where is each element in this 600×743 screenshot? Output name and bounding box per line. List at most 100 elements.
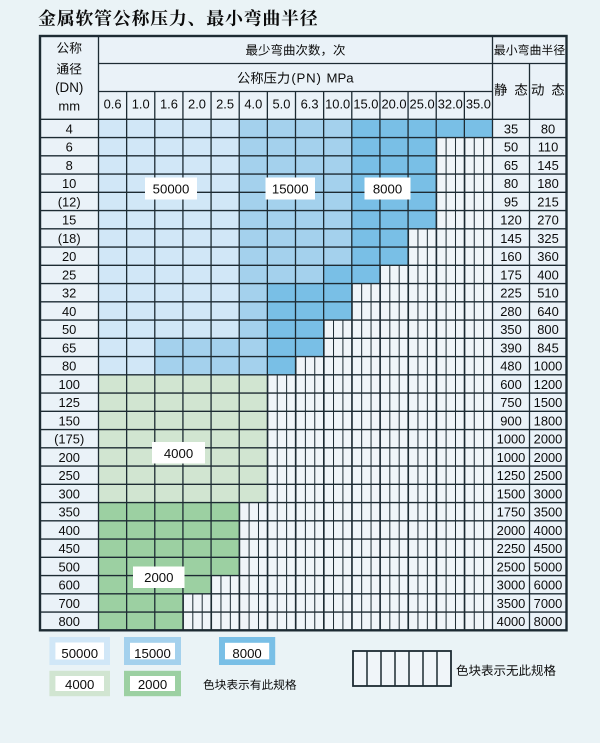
svg-text:2500: 2500	[534, 468, 563, 483]
svg-text:350: 350	[500, 322, 522, 337]
svg-text:4000: 4000	[65, 677, 94, 692]
svg-text:80: 80	[62, 359, 76, 374]
svg-text:(12): (12)	[58, 194, 81, 209]
svg-text:400: 400	[58, 523, 80, 538]
svg-text:300: 300	[58, 486, 80, 501]
svg-text:1800: 1800	[534, 413, 563, 428]
svg-text:2.5: 2.5	[216, 96, 234, 111]
svg-text:mm: mm	[58, 99, 80, 114]
svg-text:MPa: MPa	[327, 71, 355, 86]
svg-text:10: 10	[62, 176, 76, 191]
svg-text:510: 510	[537, 286, 559, 301]
svg-text:4.0: 4.0	[244, 96, 262, 111]
svg-text:5000: 5000	[534, 559, 563, 574]
svg-text:325: 325	[537, 231, 559, 246]
svg-text:8000: 8000	[534, 614, 563, 629]
svg-text:125: 125	[58, 395, 80, 410]
svg-text:32: 32	[62, 286, 76, 301]
svg-text:40: 40	[62, 304, 76, 319]
svg-text:7000: 7000	[534, 596, 563, 611]
svg-text:480: 480	[500, 359, 522, 374]
svg-text:4: 4	[66, 121, 73, 136]
svg-text:1750: 1750	[497, 505, 526, 520]
svg-text:(18): (18)	[58, 231, 81, 246]
svg-text:0.6: 0.6	[104, 96, 122, 111]
svg-text:3500: 3500	[497, 596, 526, 611]
svg-text:700: 700	[58, 596, 80, 611]
svg-text:110: 110	[538, 140, 559, 155]
svg-text:2500: 2500	[497, 559, 526, 574]
svg-text:1000: 1000	[497, 450, 526, 465]
svg-text:32.0: 32.0	[438, 96, 463, 111]
svg-text:450: 450	[58, 541, 80, 556]
svg-text:215: 215	[537, 194, 559, 209]
svg-text:500: 500	[58, 559, 80, 574]
svg-text:600: 600	[58, 578, 80, 593]
svg-text:15: 15	[62, 213, 76, 228]
svg-text:(175): (175)	[54, 432, 84, 447]
svg-text:350: 350	[58, 505, 80, 520]
svg-text:145: 145	[500, 231, 522, 246]
svg-text:160: 160	[500, 249, 522, 264]
svg-text:225: 225	[500, 286, 522, 301]
svg-text:(DN): (DN)	[55, 80, 83, 95]
svg-text:4000: 4000	[164, 446, 193, 461]
svg-text:80: 80	[541, 121, 555, 136]
svg-text:180: 180	[537, 176, 559, 191]
svg-text:800: 800	[537, 322, 559, 337]
svg-text:95: 95	[504, 194, 518, 209]
svg-text:1.6: 1.6	[160, 96, 178, 111]
svg-text:250: 250	[58, 468, 80, 483]
svg-text:270: 270	[537, 213, 559, 228]
svg-text:3000: 3000	[534, 486, 563, 501]
svg-text:4500: 4500	[534, 541, 563, 556]
svg-text:1500: 1500	[497, 486, 526, 501]
svg-text:640: 640	[537, 304, 559, 319]
svg-text:20.0: 20.0	[381, 96, 406, 111]
svg-text:1500: 1500	[534, 395, 563, 410]
svg-text:845: 845	[537, 340, 559, 355]
svg-text:50000: 50000	[153, 182, 190, 197]
svg-text:360: 360	[537, 249, 559, 264]
svg-text:1.0: 1.0	[132, 96, 150, 111]
svg-text:25.0: 25.0	[410, 96, 435, 111]
svg-text:65: 65	[62, 340, 76, 355]
svg-text:2000: 2000	[534, 450, 563, 465]
svg-text:1000: 1000	[534, 359, 563, 374]
svg-text:390: 390	[500, 340, 522, 355]
svg-text:15.0: 15.0	[353, 96, 378, 111]
svg-text:145: 145	[537, 158, 559, 173]
svg-text:2000: 2000	[138, 677, 167, 692]
svg-text:2000: 2000	[534, 432, 563, 447]
svg-text:3000: 3000	[497, 578, 526, 593]
svg-text:2000: 2000	[144, 570, 173, 585]
svg-text:65: 65	[504, 158, 518, 173]
svg-text:6: 6	[66, 140, 73, 155]
svg-text:4000: 4000	[534, 523, 563, 538]
svg-text:80: 80	[504, 176, 518, 191]
svg-text:20: 20	[62, 249, 76, 264]
svg-text:2.0: 2.0	[188, 96, 206, 111]
svg-text:50000: 50000	[61, 646, 98, 661]
svg-text:25: 25	[62, 267, 76, 282]
svg-text:6.3: 6.3	[301, 96, 319, 111]
svg-text:1200: 1200	[534, 377, 563, 392]
svg-text:280: 280	[500, 304, 522, 319]
svg-text:15000: 15000	[134, 646, 171, 661]
svg-text:1000: 1000	[497, 432, 526, 447]
svg-text:2250: 2250	[497, 541, 526, 556]
svg-text:175: 175	[500, 267, 522, 282]
svg-text:750: 750	[500, 395, 522, 410]
svg-text:3500: 3500	[534, 505, 563, 520]
svg-text:200: 200	[58, 450, 80, 465]
svg-text:35: 35	[504, 121, 518, 136]
svg-text:50: 50	[504, 140, 518, 155]
svg-text:6000: 6000	[534, 578, 563, 593]
svg-text:2000: 2000	[497, 523, 526, 538]
svg-text:4000: 4000	[497, 614, 526, 629]
svg-text:35.0: 35.0	[466, 96, 491, 111]
svg-text:900: 900	[500, 413, 522, 428]
svg-text:400: 400	[537, 267, 559, 282]
svg-text:8000: 8000	[373, 182, 402, 197]
svg-text:10.0: 10.0	[325, 96, 350, 111]
